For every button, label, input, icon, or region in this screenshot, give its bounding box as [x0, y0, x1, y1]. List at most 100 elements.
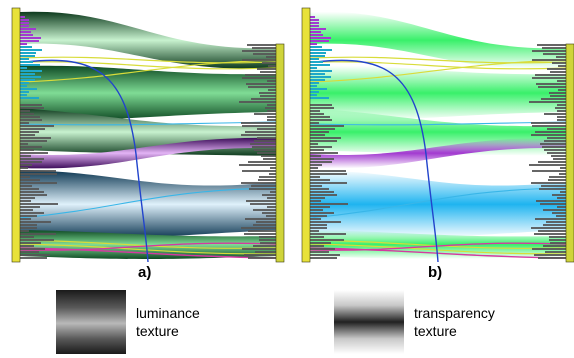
histogram-bar: [310, 164, 322, 166]
histogram-bar: [244, 254, 276, 256]
histogram-bar: [20, 143, 28, 145]
histogram-bar: [310, 233, 346, 235]
histogram-bar: [267, 80, 276, 82]
histogram-right: [529, 44, 566, 259]
histogram-bar: [310, 22, 319, 24]
histogram-bar: [544, 140, 566, 142]
histogram-bar: [541, 185, 566, 187]
histogram-bar: [262, 212, 276, 214]
histogram-bar: [260, 242, 276, 244]
histogram-bar: [310, 170, 346, 172]
histogram-bar: [266, 215, 276, 217]
histogram-bar: [310, 58, 319, 60]
histogram-bar: [20, 43, 27, 45]
histogram-bar: [20, 155, 31, 157]
histogram-bar: [310, 49, 332, 51]
histogram-bar: [248, 230, 276, 232]
histogram-bar: [268, 89, 276, 91]
histogram-bar: [310, 206, 330, 208]
bundle-blue: [310, 170, 566, 239]
histogram-bar: [245, 74, 276, 76]
histogram-bar: [310, 88, 327, 90]
histogram-bar: [557, 119, 566, 121]
histogram-bar: [248, 161, 276, 163]
histogram-bar: [310, 179, 330, 181]
histogram-bar: [310, 188, 329, 190]
histogram-bar: [552, 212, 566, 214]
histogram-bar: [531, 182, 566, 184]
histogram-bar: [536, 83, 566, 85]
histogram-bar: [241, 182, 276, 184]
histogram-bar: [245, 218, 276, 220]
histogram-bar: [248, 257, 276, 259]
histogram-bar: [556, 56, 566, 58]
histogram-bar: [310, 245, 324, 247]
histogram-bar: [261, 155, 276, 157]
histogram-bar: [246, 83, 276, 85]
histogram-bar: [544, 113, 566, 115]
histogram-bar: [248, 86, 276, 88]
histogram-bar: [241, 134, 276, 136]
histogram-bar: [310, 137, 341, 139]
histogram-bar: [20, 122, 29, 124]
histogram-bar: [310, 61, 323, 63]
histogram-bar: [20, 46, 32, 48]
histogram-bar: [541, 98, 566, 100]
panel-a-label: a): [138, 264, 152, 281]
histogram-bar: [310, 254, 340, 256]
histogram-bar: [550, 95, 566, 97]
histogram-bar: [310, 248, 335, 250]
bundle-violet: [310, 137, 566, 169]
histogram-bar: [310, 215, 327, 217]
histogram-bar: [267, 116, 276, 118]
histogram-bar: [534, 233, 566, 235]
histogram-bar: [250, 203, 276, 205]
histogram-bar: [260, 95, 276, 97]
histogram-bar: [257, 152, 276, 154]
histogram-bar: [20, 104, 42, 106]
axis-left: [11, 7, 21, 263]
histogram-bar: [20, 34, 33, 36]
histogram-bar: [310, 185, 322, 187]
histogram-bar: [246, 200, 276, 202]
histogram-bar: [538, 257, 566, 259]
polyline-blue: [25, 59, 149, 263]
histogram-bar: [540, 203, 566, 205]
polylines-cyan: [19, 121, 277, 219]
histogram-bar: [531, 122, 566, 124]
histogram-bar: [20, 119, 42, 121]
histogram-bar: [310, 197, 325, 199]
histogram-bar: [543, 209, 566, 211]
histogram-bar: [252, 146, 276, 148]
histogram-bar: [532, 59, 566, 61]
histogram-bar: [543, 245, 566, 247]
histogram-bar: [552, 194, 566, 196]
histogram-bar: [20, 236, 34, 238]
histogram-bar: [555, 107, 566, 109]
histogram-bar: [20, 215, 37, 217]
histogram-bar: [258, 179, 276, 181]
histogram-bar: [241, 227, 276, 229]
histogram-bar: [20, 152, 48, 154]
histogram-bar: [536, 200, 566, 202]
histogram-violet-ticks: [20, 16, 42, 99]
panel-b-label: b): [428, 264, 443, 281]
histogram-bar: [553, 158, 566, 160]
histogram-bar: [547, 128, 566, 130]
histogram-bar: [310, 34, 323, 36]
histogram-bar: [253, 245, 276, 247]
histogram-bar: [532, 77, 566, 79]
histogram-bar: [249, 188, 276, 190]
histogram-bar: [20, 251, 39, 253]
histogram-bar: [547, 68, 566, 70]
histogram-bar: [20, 79, 35, 81]
histogram-bar: [239, 164, 276, 166]
histogram-bar: [531, 227, 566, 229]
histogram-bar: [542, 47, 566, 49]
histogram-bar: [247, 44, 276, 46]
bundle-green-middle: [20, 65, 276, 121]
histogram-bar: [20, 206, 40, 208]
histogram-bar: [268, 65, 276, 67]
histogram-bar: [255, 251, 276, 253]
histogram-bar: [20, 113, 34, 115]
